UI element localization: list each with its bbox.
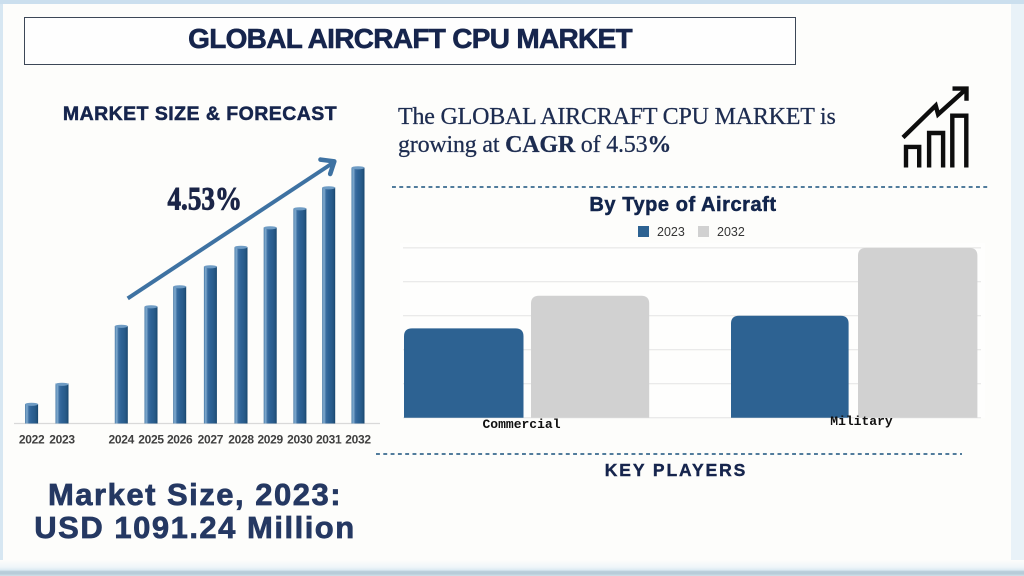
svg-text:2030: 2030 bbox=[287, 433, 313, 447]
svg-text:2023: 2023 bbox=[49, 433, 75, 447]
svg-text:2031: 2031 bbox=[316, 433, 342, 447]
svg-text:2027: 2027 bbox=[198, 433, 224, 447]
svg-text:2022: 2022 bbox=[19, 433, 45, 447]
svg-text:2025: 2025 bbox=[138, 433, 164, 447]
svg-text:2032: 2032 bbox=[345, 433, 371, 447]
svg-text:2028: 2028 bbox=[228, 433, 254, 447]
svg-text:2029: 2029 bbox=[257, 433, 283, 447]
svg-text:4.53%: 4.53% bbox=[168, 182, 243, 218]
svg-text:2024: 2024 bbox=[109, 433, 135, 447]
svg-text:2026: 2026 bbox=[167, 433, 193, 447]
